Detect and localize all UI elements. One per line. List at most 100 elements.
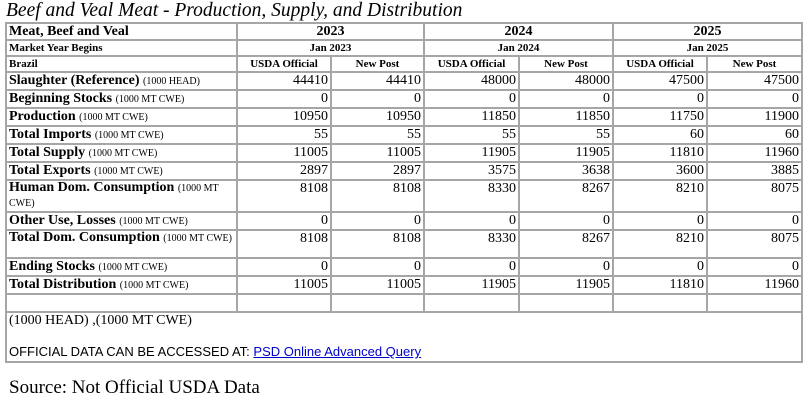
row-label-text: Ending Stocks xyxy=(9,258,95,274)
value-cell: 0 xyxy=(612,211,708,231)
table-row: Ending Stocks (1000 MT CWE) 0 0 0 0 0 0 xyxy=(5,257,803,277)
market-year-begins: Jan 2025 xyxy=(612,39,803,57)
value-cell: 0 xyxy=(236,211,332,231)
year-header: 2023 xyxy=(236,22,425,41)
row-label-text: Total Supply xyxy=(9,144,86,160)
row-label: Total Imports (1000 MT CWE) xyxy=(5,125,238,145)
market-year-begins: Jan 2024 xyxy=(423,39,614,57)
value-cell: 8210 xyxy=(612,179,708,213)
row-unit: (1000 MT CWE) xyxy=(94,165,163,177)
value-cell: 11905 xyxy=(423,143,520,163)
value-cell: 11850 xyxy=(423,107,520,127)
row-unit: (1000 HEAD) xyxy=(143,75,200,87)
value-cell: 2897 xyxy=(236,161,332,181)
value-cell: 55 xyxy=(330,125,425,145)
value-cell: 11905 xyxy=(423,275,520,295)
empty-cell xyxy=(423,293,520,313)
value-cell: 0 xyxy=(518,89,614,109)
value-cell: 48000 xyxy=(423,71,520,91)
table-row: Other Use, Losses (1000 MT CWE) 0 0 0 0 0 0 xyxy=(5,211,803,231)
value-cell: 11005 xyxy=(236,275,332,295)
value-cell: 8075 xyxy=(706,179,803,213)
row-unit: (1000 MT CWE) xyxy=(119,215,188,227)
market-year-begins: Jan 2023 xyxy=(236,39,425,57)
value-cell: 11900 xyxy=(706,107,803,127)
row-label: Other Use, Losses (1000 MT CWE) xyxy=(5,211,238,231)
empty-row xyxy=(5,293,803,313)
row-unit: (1000 MT CWE) xyxy=(88,147,158,159)
row-label-text: Beginning Stocks xyxy=(9,90,113,106)
row-unit: (1000 MT CWE) xyxy=(115,93,185,105)
value-cell: 11005 xyxy=(330,143,425,163)
psd-online-link[interactable]: PSD Online Advanced Query xyxy=(253,344,422,359)
value-cell: 8075 xyxy=(706,229,803,259)
value-cell: 44410 xyxy=(330,71,425,91)
value-cell: 11960 xyxy=(706,275,803,295)
official-data-note: OFFICIAL DATA CAN BE ACCESSED AT: PSD On… xyxy=(5,329,803,363)
country-label: Brazil xyxy=(5,55,238,73)
value-cell: 55 xyxy=(423,125,520,145)
page-title: Beef and Veal Meat - Production, Supply,… xyxy=(6,0,463,21)
row-label: Total Exports (1000 MT CWE) xyxy=(5,161,238,181)
value-cell: 2897 xyxy=(330,161,425,181)
row-unit: (1000 MT CWE) xyxy=(163,233,232,244)
value-cell: 0 xyxy=(518,257,614,277)
value-cell: 0 xyxy=(518,211,614,231)
value-cell: 8108 xyxy=(236,229,332,259)
units-note: (1000 HEAD) ,(1000 MT CWE) xyxy=(5,311,803,329)
row-label-text: Total Imports xyxy=(9,126,92,142)
row-label: Ending Stocks (1000 MT CWE) xyxy=(5,257,238,277)
year-header: 2025 xyxy=(612,22,803,41)
value-cell: 10950 xyxy=(330,107,425,127)
value-cell: 11750 xyxy=(612,107,708,127)
value-cell: 8108 xyxy=(330,229,425,259)
table-row: Total Distribution (1000 MT CWE) 11005 110… xyxy=(5,275,803,295)
value-cell: 8330 xyxy=(423,229,520,259)
table-row: Production (1000 MT CWE) 10950 10950 11850 1… xyxy=(5,107,803,127)
empty-cell xyxy=(236,293,332,313)
row-unit: (1000 MT CWE) xyxy=(119,279,189,291)
value-cell: 47500 xyxy=(612,71,708,91)
table-row: Human Dom. Consumption (1000 MT CWE) 8108… xyxy=(5,179,803,213)
row-label-text: Total Dom. Consumption xyxy=(9,230,160,245)
value-cell: 11960 xyxy=(706,143,803,163)
value-cell: 11005 xyxy=(330,275,425,295)
value-cell: 60 xyxy=(612,125,708,145)
empty-cell xyxy=(518,293,614,313)
subcolumn-header: USDA Official xyxy=(612,55,708,73)
subcolumn-header: New Post xyxy=(518,55,614,73)
value-cell: 8267 xyxy=(518,179,614,213)
row-label: Total Dom. Consumption (1000 MT CWE) xyxy=(5,229,238,259)
value-cell: 3885 xyxy=(706,161,803,181)
value-cell: 11905 xyxy=(518,143,614,163)
table-row: Total Exports (1000 MT CWE) 2897 2897 3575 3… xyxy=(5,161,803,181)
value-cell: 0 xyxy=(236,89,332,109)
value-cell: 0 xyxy=(423,211,520,231)
row-label-text: Total Exports xyxy=(9,162,91,178)
value-cell: 0 xyxy=(706,211,803,231)
value-cell: 0 xyxy=(706,257,803,277)
row-label: Production (1000 MT CWE) xyxy=(5,107,238,127)
value-cell: 8210 xyxy=(612,229,708,259)
value-cell: 8108 xyxy=(330,179,425,213)
value-cell: 10950 xyxy=(236,107,332,127)
row-unit: (1000 MT CWE) xyxy=(98,261,168,273)
value-cell: 8267 xyxy=(518,229,614,259)
value-cell: 60 xyxy=(706,125,803,145)
value-cell: 0 xyxy=(423,89,520,109)
row-unit: (1000 MT CWE) xyxy=(79,111,148,123)
table-row: Total Dom. Consumption (1000 MT CWE) 8108… xyxy=(5,229,803,259)
value-cell: 8108 xyxy=(236,179,332,213)
row-label: Slaughter (Reference) (1000 HEAD) xyxy=(5,71,238,91)
subcolumn-header: USDA Official xyxy=(423,55,520,73)
row-label-text: Total Distribution xyxy=(9,276,117,292)
value-cell: 8330 xyxy=(423,179,520,213)
row-label-text: Slaughter (Reference) xyxy=(9,72,140,88)
row-label: Human Dom. Consumption (1000 MT CWE) xyxy=(5,179,238,213)
row-label: Total Distribution (1000 MT CWE) xyxy=(5,275,238,295)
value-cell: 11905 xyxy=(518,275,614,295)
empty-cell xyxy=(330,293,425,313)
table-row: Beginning Stocks (1000 MT CWE) 0 0 0 0 0 0 xyxy=(5,89,803,109)
value-cell: 0 xyxy=(706,89,803,109)
value-cell: 0 xyxy=(423,257,520,277)
